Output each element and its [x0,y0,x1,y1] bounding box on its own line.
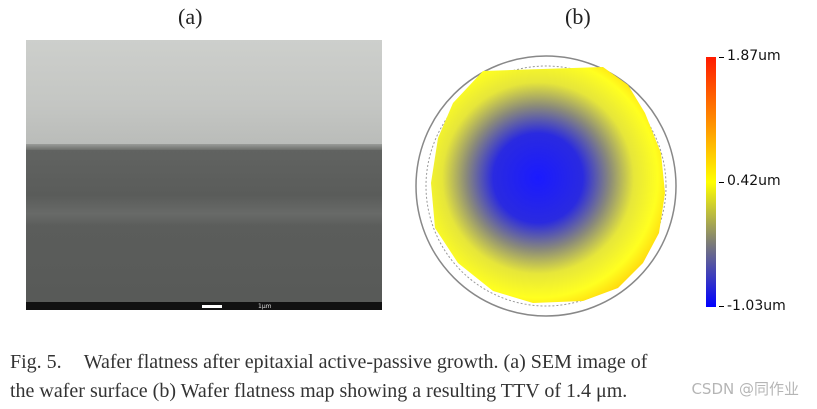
panel-a-label: (a) [178,4,203,29]
sem-image: 1μm [26,40,382,310]
wafer-flatness-map [415,55,677,317]
sem-scale-text: 1μm [258,303,272,310]
colorbar-tick-min [719,306,724,307]
figure-caption: Fig. 5. Wafer flatness after epitaxial ac… [10,348,815,406]
watermark: CSDN @同作业 [691,380,799,398]
colorbar-tick-mid [719,182,724,183]
panel-b-label: (b) [565,4,591,29]
colorbar-max-label: 1.87um [727,48,781,64]
sem-lower-region [26,150,382,302]
caption-line-1: Wafer flatness after epitaxial active-pa… [83,351,648,373]
figure-number: Fig. 5. [10,351,62,373]
sem-scale-bar [202,305,222,308]
colorbar-min-label: -1.03um [727,298,786,314]
sem-surface-edge [26,144,382,150]
colorbar-mid-label: 0.42um [727,173,781,189]
colorbar [706,57,716,307]
caption-line-2: the wafer surface (b) Wafer flatness map… [10,380,628,402]
wafer-inner-boundary [425,65,667,307]
sem-upper-region [26,40,382,148]
wafer-outline [415,55,677,317]
colorbar-tick-max [719,57,724,58]
flatness-heatmap [431,67,665,303]
